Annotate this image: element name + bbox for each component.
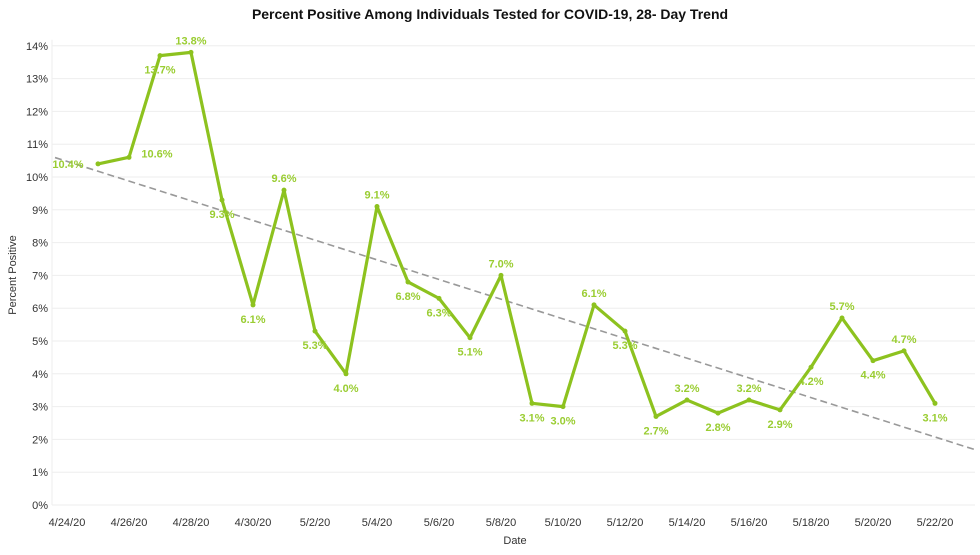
data-point	[901, 348, 907, 354]
chart-title: Percent Positive Among Individuals Teste…	[251, 6, 729, 22]
x-tick-label: 5/16/20	[731, 517, 768, 529]
data-point	[219, 197, 225, 203]
y-tick-label: 0%	[32, 500, 48, 512]
x-tick-label: 5/10/20	[545, 517, 582, 529]
data-label: 5.7%	[829, 301, 854, 313]
data-label: 9.6%	[271, 173, 296, 185]
data-point	[95, 161, 101, 167]
data-label: 2.9%	[767, 419, 792, 431]
x-tick-label: 5/8/20	[486, 517, 517, 529]
x-tick-label: 4/24/20	[49, 517, 86, 529]
data-label: 10.6%	[141, 148, 172, 160]
y-tick-label: 2%	[32, 434, 48, 446]
x-tick-label: 4/26/20	[111, 517, 148, 529]
data-point	[560, 404, 566, 410]
data-point	[932, 400, 938, 406]
y-tick-label: 11%	[27, 139, 48, 151]
data-point	[808, 364, 814, 370]
y-tick-label: 8%	[32, 238, 48, 250]
x-tick-label: 5/20/20	[855, 517, 892, 529]
data-label: 3.2%	[736, 383, 761, 395]
x-tick-label: 4/30/20	[235, 517, 272, 529]
y-tick-label: 10%	[26, 172, 48, 184]
data-label: 3.0%	[550, 416, 575, 428]
data-point	[746, 397, 752, 403]
data-point	[684, 397, 690, 403]
y-axis-label: Percent Positive	[7, 235, 19, 314]
data-label: 13.7%	[144, 65, 175, 77]
x-tick-label: 5/12/20	[607, 517, 644, 529]
data-label: 4.4%	[860, 370, 885, 382]
data-point	[188, 49, 194, 55]
data-label: 5.1%	[457, 347, 482, 359]
data-point	[312, 328, 318, 334]
y-tick-label: 14%	[26, 41, 48, 53]
data-label: 9.3%	[209, 209, 234, 221]
data-label: 3.1%	[519, 412, 544, 424]
trendline	[54, 156, 976, 451]
data-label: 6.1%	[240, 314, 265, 326]
data-point	[405, 279, 411, 285]
data-point	[715, 410, 721, 416]
data-point	[591, 302, 597, 308]
y-tick-label: 12%	[26, 106, 48, 118]
data-label: 5.3%	[612, 340, 637, 352]
data-label: 6.1%	[581, 288, 606, 300]
data-label: 4.0%	[333, 383, 358, 395]
y-tick-label: 6%	[32, 303, 48, 315]
data-point	[839, 315, 845, 321]
x-tick-label: 5/2/20	[300, 517, 331, 529]
x-tick-label: 5/14/20	[669, 517, 706, 529]
data-point	[870, 358, 876, 364]
y-tick-label: 1%	[32, 467, 48, 479]
data-point	[436, 295, 442, 301]
y-tick-label: 4%	[32, 369, 48, 381]
data-label: 2.8%	[705, 422, 730, 434]
y-tick-label: 3%	[32, 402, 48, 414]
x-axis-label: Date	[503, 535, 526, 547]
y-tick-label: 7%	[32, 270, 48, 282]
data-point	[498, 272, 504, 278]
y-tick-label: 13%	[26, 74, 48, 86]
x-tick-label: 5/22/20	[917, 517, 954, 529]
series-line	[97, 50, 937, 419]
y-tick-label: 9%	[32, 205, 48, 217]
x-tick-label: 5/4/20	[362, 517, 393, 529]
data-point	[126, 154, 132, 160]
data-point	[157, 53, 163, 59]
data-point	[250, 302, 256, 308]
data-point	[777, 407, 783, 413]
x-tick-label: 4/28/20	[173, 517, 210, 529]
data-label: 6.3%	[426, 307, 451, 319]
data-point	[343, 371, 349, 377]
data-label: 10.4%	[52, 159, 83, 171]
data-label: 3.1%	[922, 412, 947, 424]
data-label: 9.1%	[364, 190, 389, 202]
data-point	[467, 335, 473, 341]
data-point	[653, 413, 659, 419]
data-point	[529, 400, 535, 406]
data-point	[622, 328, 628, 334]
data-label: 3.2%	[674, 383, 699, 395]
data-label: 4.7%	[891, 334, 916, 346]
data-point	[281, 187, 287, 193]
data-label: 6.8%	[395, 291, 420, 303]
data-label: 7.0%	[488, 258, 513, 270]
data-point	[374, 204, 380, 210]
x-tick-label: 5/18/20	[793, 517, 830, 529]
data-label: 5.3%	[302, 340, 327, 352]
data-label: 2.7%	[643, 425, 668, 437]
data-label: 4.2%	[798, 376, 823, 388]
data-label: 13.8%	[175, 35, 206, 47]
x-tick-label: 5/6/20	[424, 517, 455, 529]
y-tick-label: 5%	[32, 336, 48, 348]
